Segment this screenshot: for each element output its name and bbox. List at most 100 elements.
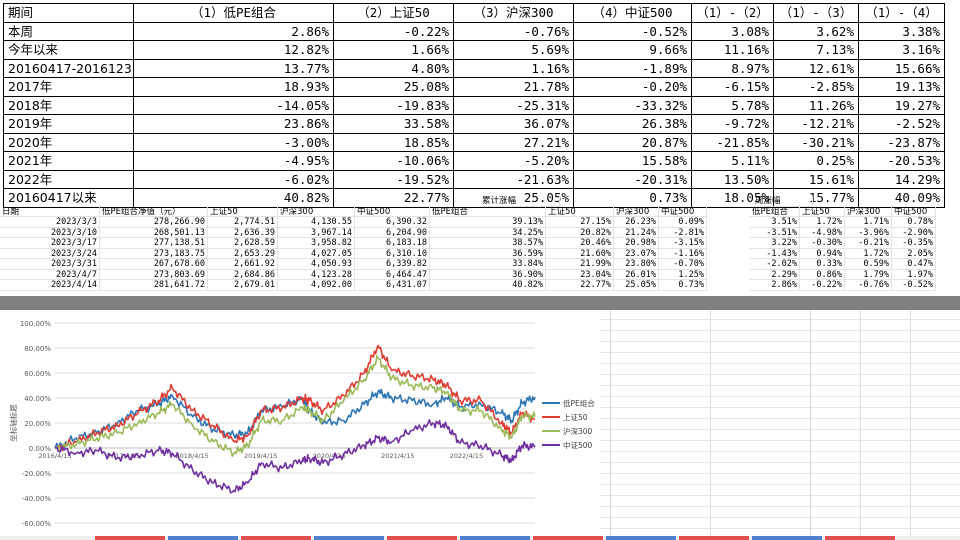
sheet-value-cell[interactable]: 281,641.72 bbox=[100, 280, 208, 291]
sheet-value-cell[interactable]: -2.81% bbox=[659, 227, 707, 238]
sheet-value-cell[interactable]: 20.46% bbox=[546, 238, 614, 249]
sheet-value-cell[interactable]: 20.82% bbox=[546, 227, 614, 238]
sheet-value-cell[interactable]: 36.59% bbox=[430, 248, 546, 259]
sheet-value-cell[interactable]: 0.59% bbox=[845, 259, 892, 270]
sheet-tab[interactable] bbox=[606, 536, 676, 540]
sheet-tab[interactable] bbox=[533, 536, 603, 540]
sheet-value-cell[interactable]: 0.86% bbox=[800, 269, 845, 280]
sheet-value-cell[interactable]: 4,092.00 bbox=[278, 280, 355, 291]
sheet-value-cell[interactable]: 2,684.86 bbox=[208, 269, 278, 280]
sheet-value-cell[interactable]: 6,431.07 bbox=[355, 280, 430, 291]
sheet-value-cell[interactable]: 2,628.59 bbox=[208, 238, 278, 249]
sheet-date-cell[interactable]: 2023/3/3 bbox=[0, 217, 100, 228]
sheet-value-cell[interactable]: 26.01% bbox=[614, 269, 659, 280]
sheet-value-cell[interactable]: 4,130.55 bbox=[278, 217, 355, 228]
sheet-value-cell[interactable]: 6,310.10 bbox=[355, 248, 430, 259]
sheet-tab[interactable] bbox=[95, 536, 165, 540]
sheet-tab[interactable] bbox=[168, 536, 238, 540]
sheet-value-cell[interactable]: 40.82% bbox=[430, 280, 546, 291]
sheet-tab[interactable] bbox=[825, 536, 895, 540]
sheet-value-cell[interactable]: 2.29% bbox=[750, 269, 800, 280]
sheet-header-cell[interactable]: 中证500 bbox=[355, 206, 430, 217]
sheet-value-cell[interactable]: 2.05% bbox=[892, 248, 936, 259]
sheet-value-cell[interactable]: 3.51% bbox=[750, 217, 800, 228]
sheet-value-cell[interactable]: 0.33% bbox=[800, 259, 845, 270]
sheet-value-cell[interactable]: -1.16% bbox=[659, 248, 707, 259]
sheet-value-cell[interactable]: 277,138.51 bbox=[100, 238, 208, 249]
sheet-value-cell[interactable]: -0.22% bbox=[800, 280, 845, 291]
sheet-value-cell[interactable]: 34.25% bbox=[430, 227, 546, 238]
sheet-tab[interactable] bbox=[752, 536, 822, 540]
sheet-value-cell[interactable]: 267,678.60 bbox=[100, 259, 208, 270]
sheet-value-cell[interactable]: 25.05% bbox=[614, 280, 659, 291]
sheet-value-cell[interactable]: 39.13% bbox=[430, 217, 546, 228]
sheet-value-cell[interactable]: 6,464.47 bbox=[355, 269, 430, 280]
sheet-header-cell[interactable]: 低PE组合 bbox=[750, 206, 800, 217]
sheet-value-cell[interactable]: 23.80% bbox=[614, 259, 659, 270]
sheet-value-cell[interactable]: 268,501.13 bbox=[100, 227, 208, 238]
sheet-value-cell[interactable]: 3,958.82 bbox=[278, 238, 355, 249]
sheet-value-cell[interactable]: 1.72% bbox=[800, 217, 845, 228]
sheet-value-cell[interactable]: 33.84% bbox=[430, 259, 546, 270]
sheet-value-cell[interactable]: 23.07% bbox=[614, 248, 659, 259]
sheet-value-cell[interactable]: 6,339.82 bbox=[355, 259, 430, 270]
sheet-value-cell[interactable]: 2,661.92 bbox=[208, 259, 278, 270]
sheet-value-cell[interactable]: 21.99% bbox=[546, 259, 614, 270]
sheet-value-cell[interactable]: 0.78% bbox=[892, 217, 936, 228]
sheet-value-cell[interactable]: 6,204.90 bbox=[355, 227, 430, 238]
sheet-value-cell[interactable]: -0.70% bbox=[659, 259, 707, 270]
sheet-value-cell[interactable]: -3.51% bbox=[750, 227, 800, 238]
sheet-value-cell[interactable]: 0.94% bbox=[800, 248, 845, 259]
sheet-header-cell[interactable]: 低PE组合净值（元） bbox=[100, 206, 208, 217]
sheet-value-cell[interactable]: 22.77% bbox=[546, 280, 614, 291]
sheet-value-cell[interactable]: -4.98% bbox=[800, 227, 845, 238]
sheet-tab[interactable] bbox=[314, 536, 384, 540]
sheet-value-cell[interactable]: 273,183.75 bbox=[100, 248, 208, 259]
sheet-tab[interactable] bbox=[679, 536, 749, 540]
sheet-value-cell[interactable]: -2.02% bbox=[750, 259, 800, 270]
sheet-header-cell[interactable]: 沪深300 bbox=[845, 206, 892, 217]
sheet-date-cell[interactable]: 2023/3/17 bbox=[0, 238, 100, 249]
sheet-header-cell[interactable]: 上证50 bbox=[208, 206, 278, 217]
sheet-value-cell[interactable]: 27.15% bbox=[546, 217, 614, 228]
sheet-value-cell[interactable]: 0.47% bbox=[892, 259, 936, 270]
sheet-header-cell[interactable]: 中证500 bbox=[659, 206, 707, 217]
sheet-tab[interactable] bbox=[460, 536, 530, 540]
sheet-header-cell[interactable]: 沪深300 bbox=[614, 206, 659, 217]
sheet-value-cell[interactable]: 36.90% bbox=[430, 269, 546, 280]
sheet-header-cell[interactable]: 上证50 bbox=[800, 206, 845, 217]
sheet-value-cell[interactable]: 3.22% bbox=[750, 238, 800, 249]
sheet-value-cell[interactable]: 1.79% bbox=[845, 269, 892, 280]
sheet-value-cell[interactable]: 273,803.69 bbox=[100, 269, 208, 280]
sheet-value-cell[interactable]: 4,027.05 bbox=[278, 248, 355, 259]
sheet-value-cell[interactable]: 26.23% bbox=[614, 217, 659, 228]
sheet-value-cell[interactable]: -0.76% bbox=[845, 280, 892, 291]
sheet-value-cell[interactable]: 38.57% bbox=[430, 238, 546, 249]
sheet-value-cell[interactable]: -3.15% bbox=[659, 238, 707, 249]
sheet-value-cell[interactable]: 21.24% bbox=[614, 227, 659, 238]
sheet-value-cell[interactable]: 0.73% bbox=[659, 280, 707, 291]
sheet-value-cell[interactable]: 21.60% bbox=[546, 248, 614, 259]
sheet-date-cell[interactable]: 2023/4/14 bbox=[0, 280, 100, 291]
sheet-header-cell[interactable]: 中证500 bbox=[892, 206, 936, 217]
sheet-value-cell[interactable]: -0.35% bbox=[892, 238, 936, 249]
sheet-value-cell[interactable]: 20.98% bbox=[614, 238, 659, 249]
sheet-value-cell[interactable]: -1.43% bbox=[750, 248, 800, 259]
sheet-value-cell[interactable]: 2,636.39 bbox=[208, 227, 278, 238]
sheet-tab[interactable] bbox=[387, 536, 457, 540]
sheet-value-cell[interactable]: 278,266.90 bbox=[100, 217, 208, 228]
sheet-value-cell[interactable]: 23.04% bbox=[546, 269, 614, 280]
sheet-value-cell[interactable]: 2,774.51 bbox=[208, 217, 278, 228]
sheet-value-cell[interactable]: 1.25% bbox=[659, 269, 707, 280]
sheet-date-cell[interactable]: 2023/3/10 bbox=[0, 227, 100, 238]
sheet-header-cell[interactable]: 低PE组合 bbox=[430, 206, 546, 217]
sheet-value-cell[interactable]: 2.86% bbox=[750, 280, 800, 291]
weekly-group-label[interactable]: 周涨幅 bbox=[753, 196, 813, 207]
sheet-tab[interactable] bbox=[241, 536, 311, 540]
cumulative-group-label[interactable]: 累计涨幅 bbox=[480, 196, 560, 207]
sheet-date-cell[interactable]: 2023/3/24 bbox=[0, 248, 100, 259]
sheet-value-cell[interactable]: 2,679.01 bbox=[208, 280, 278, 291]
sheet-header-cell[interactable]: 沪深300 bbox=[278, 206, 355, 217]
sheet-value-cell[interactable]: -3.96% bbox=[845, 227, 892, 238]
sheet-value-cell[interactable]: 2,653.29 bbox=[208, 248, 278, 259]
